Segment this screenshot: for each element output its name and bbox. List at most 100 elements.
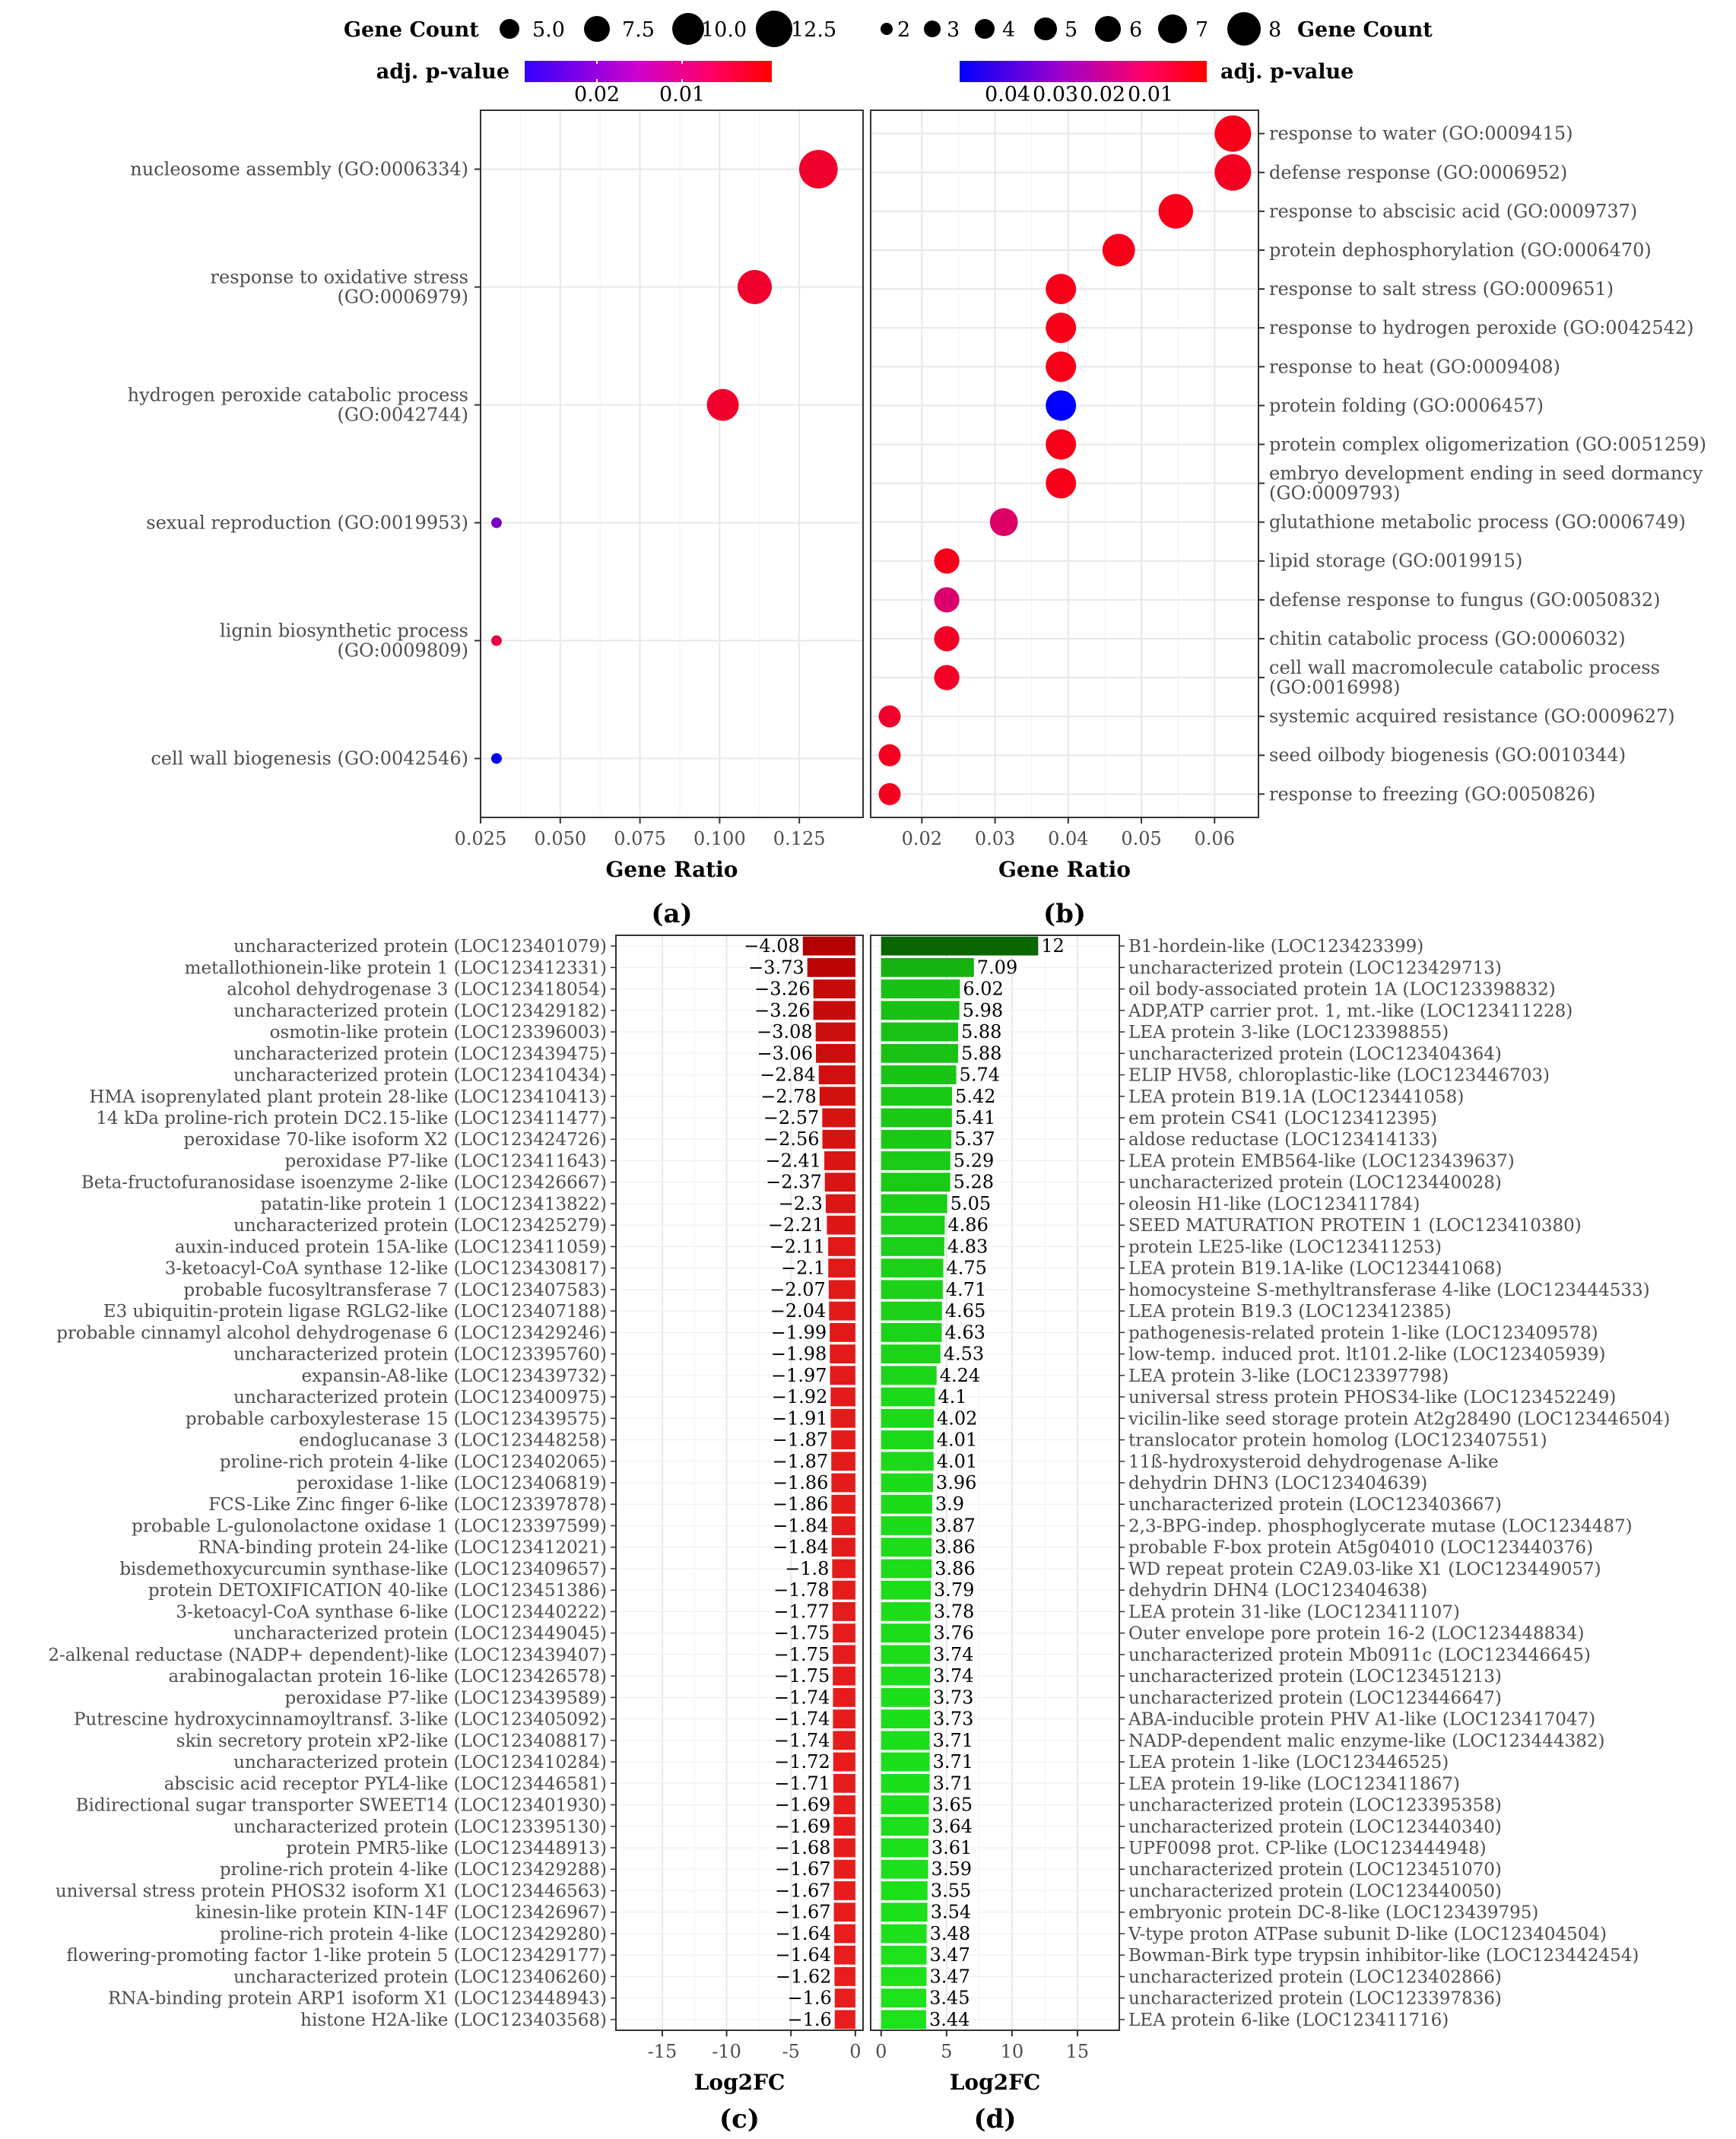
data-label: 3.76: [933, 1623, 973, 1644]
category-label: uncharacterized protein (LOC123451213): [1128, 1667, 1502, 1687]
x-tick-label: 0.025: [455, 828, 507, 849]
bar: [807, 957, 855, 977]
bar: [881, 1001, 960, 1020]
bar: [802, 936, 855, 956]
data-point: [490, 635, 502, 646]
data-label: −1.78: [773, 1579, 830, 1601]
legend-left-size-key-2: [584, 16, 610, 42]
bar: [833, 1881, 855, 1900]
bar: [881, 1752, 930, 1772]
category-label: LEA protein 3-like (LOC123398855): [1128, 1023, 1449, 1043]
data-label: 3.64: [931, 1816, 972, 1837]
data-label: −1.97: [771, 1365, 827, 1386]
data-label: −1.91: [772, 1407, 828, 1429]
bar: [830, 1387, 855, 1407]
data-label: −2.04: [770, 1300, 827, 1322]
data-label: 5.42: [955, 1086, 995, 1107]
data-label: 3.86: [935, 1537, 975, 1558]
category-label: kinesin-like protein KIN-14F (LOC1234269…: [195, 1903, 607, 1923]
category-label: ADP,ATP carrier prot. 1, mt.-like (LOC12…: [1128, 1001, 1573, 1021]
bar: [831, 1494, 855, 1514]
category-label: uncharacterized protein (LOC123429713): [1128, 958, 1502, 978]
data-label: 3.78: [934, 1601, 974, 1622]
data-label: 3.96: [936, 1472, 976, 1493]
data-label: 4.75: [947, 1258, 987, 1279]
bar: [881, 1473, 933, 1493]
bar: [833, 1687, 855, 1707]
category-label: cell wall macromolecule catabolic proces…: [1269, 657, 1660, 698]
category-label: probable L-gulonolactone oxidase 1 (LOC1…: [132, 1516, 607, 1536]
data-label: −3.26: [754, 1000, 811, 1021]
category-label: WD repeat protein C2A9.03-like X1 (LOC12…: [1128, 1560, 1601, 1579]
bar: [881, 1344, 941, 1364]
category-label: translocator protein homolog (LOC1234075…: [1128, 1431, 1547, 1451]
legend-right-size-key-1: [881, 23, 893, 35]
bar: [881, 1194, 947, 1214]
bar: [881, 2010, 926, 2030]
data-label: 3.55: [931, 1880, 971, 1901]
bar: [832, 1580, 855, 1600]
category-label: uncharacterized protein (LOC123403667): [1128, 1495, 1502, 1515]
bar: [881, 1859, 928, 1879]
data-point: [934, 548, 960, 574]
bar: [881, 1322, 942, 1342]
category-label: arabinogalactan protein 16-like (LOC1234…: [168, 1667, 607, 1687]
bar: [834, 1924, 855, 1944]
bar: [881, 1881, 928, 1900]
category-label: SEED MATURATION PROTEIN 1 (LOC123410380): [1128, 1216, 1582, 1236]
legend-left-size-key-4: [756, 11, 792, 47]
category-label: nucleosome assembly (GO:0006334): [130, 159, 468, 180]
data-label: 3.74: [933, 1665, 973, 1687]
category-label: LEA protein B19.1A-like (LOC123441068): [1128, 1259, 1502, 1279]
category-label: homocysteine S-methyltransferase 4-like …: [1128, 1281, 1650, 1300]
bar: [828, 1236, 855, 1256]
data-label: −1.92: [772, 1386, 828, 1407]
bar: [881, 1966, 927, 1986]
data-point: [737, 269, 772, 305]
data-label: −1.99: [771, 1322, 827, 1343]
data-point: [490, 517, 502, 528]
bar: [830, 1366, 855, 1385]
legend-right-color-tick-2: 0.03: [1033, 83, 1078, 106]
data-label: 3.9: [935, 1493, 964, 1515]
bar: [831, 1473, 855, 1493]
category-label: uncharacterized protein (LOC123446647): [1128, 1688, 1502, 1708]
bar: [831, 1430, 855, 1449]
category-label: UPF0098 prot. CP-like (LOC123444948): [1128, 1839, 1487, 1858]
bar: [881, 1687, 930, 1707]
data-label: −3.26: [754, 979, 811, 1000]
legend-left-color-tick-2: 0.01: [659, 83, 705, 106]
bar: [881, 1666, 931, 1686]
category-label: abscisic acid receptor PYL4-like (LOC123…: [164, 1774, 607, 1794]
bar: [832, 1601, 855, 1621]
legend-right-size-key-5: [1095, 16, 1121, 42]
category-label: ELIP HV58, chloroplastic-like (LOC123446…: [1128, 1066, 1550, 1086]
category-label: LEA protein EMB564-like (LOC123439637): [1128, 1151, 1515, 1171]
bar: [881, 1258, 944, 1278]
bar: [833, 1773, 855, 1793]
legend-right-size-label-5: 6: [1129, 18, 1142, 42]
category-label: HMA isoprenylated plant protein 28-like …: [89, 1087, 607, 1107]
bar: [833, 1709, 855, 1729]
data-label: 3.87: [935, 1515, 975, 1536]
category-label: universal stress protein PHOS34-like (LO…: [1128, 1388, 1616, 1407]
data-point: [1214, 115, 1252, 152]
category-label: protein LE25-like (LOC123411253): [1128, 1237, 1442, 1257]
data-point: [878, 744, 901, 766]
category-label: lignin biosynthetic process (GO:0009809): [220, 620, 468, 662]
data-label: 4.53: [944, 1344, 984, 1365]
category-label: response to oxidative stress (GO:0006979): [211, 267, 468, 308]
category-label: response to abscisic acid (GO:0009737): [1269, 201, 1637, 222]
category-label: universal stress protein PHOS32 isoform …: [56, 1881, 607, 1901]
data-label: −3.08: [757, 1021, 813, 1043]
bar: [881, 1945, 927, 1965]
category-label: protein DETOXIFICATION 40-like (LOC12345…: [148, 1581, 607, 1601]
x-tick-label: -15: [648, 2041, 678, 2062]
data-label: 4.83: [947, 1236, 988, 1257]
data-label: −1.98: [771, 1344, 827, 1365]
bar: [881, 1151, 951, 1170]
data-point: [1046, 274, 1077, 305]
bar: [881, 1129, 952, 1149]
category-label: RNA-binding protein 24-like (LOC12341202…: [198, 1538, 607, 1558]
data-label: −1.75: [774, 1665, 830, 1687]
